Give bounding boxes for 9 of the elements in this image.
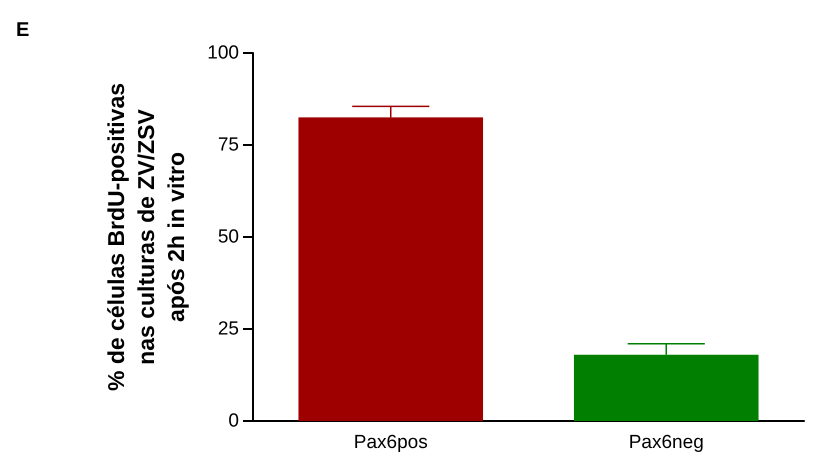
text: E — [16, 19, 30, 41]
y-tick-label: 50 — [218, 226, 239, 248]
y-tick-label: 0 — [228, 410, 239, 432]
y-tick-label: 25 — [218, 318, 239, 340]
x-tick-label: Pax6pos — [354, 432, 428, 453]
x-tick-label: Pax6neg — [628, 432, 704, 453]
y-tick-label: 75 — [218, 134, 239, 156]
y-axis-title: % de células BrdU-positivas nas culturas de ZV/ZSV após 2h in vitro — [103, 82, 189, 392]
y-tick-label: 100 — [207, 42, 239, 64]
